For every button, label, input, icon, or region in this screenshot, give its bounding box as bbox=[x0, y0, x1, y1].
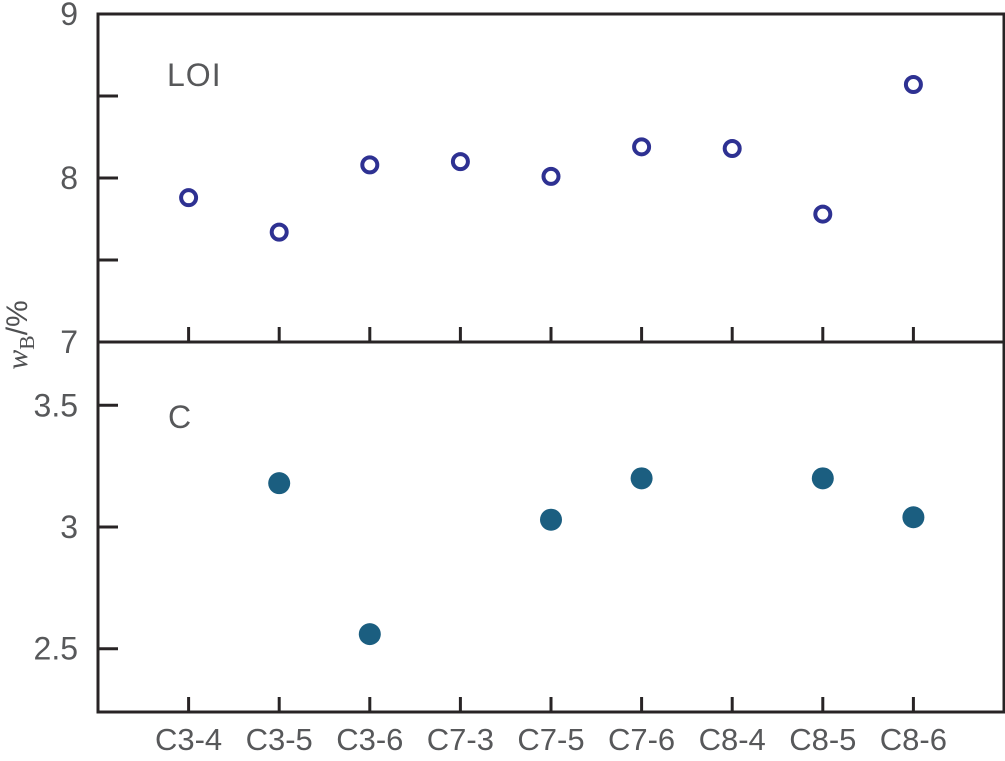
x-category-label: C8-6 bbox=[880, 722, 947, 757]
y-tick-label: 7 bbox=[60, 324, 78, 360]
y-tick-label: 3.5 bbox=[34, 387, 78, 423]
x-category-label: C8-5 bbox=[789, 722, 856, 757]
y-tick-label: 3 bbox=[60, 509, 78, 545]
y-tick-label: 2.5 bbox=[34, 631, 78, 667]
data-point-loi-C8-5 bbox=[813, 204, 833, 224]
x-category-label: C8-4 bbox=[699, 722, 766, 757]
x-category-label: C7-6 bbox=[608, 722, 675, 757]
y-axis-unit: /% bbox=[1, 300, 34, 336]
x-category-label: C3-5 bbox=[246, 722, 313, 757]
y-axis-symbol: w bbox=[1, 349, 34, 370]
top-panel-label: LOI bbox=[167, 57, 222, 93]
data-point-loi-C7-3 bbox=[450, 152, 470, 172]
data-point-c-C3-6 bbox=[358, 623, 381, 646]
data-point-loi-C7-5 bbox=[541, 166, 561, 186]
x-category-label: C3-6 bbox=[336, 722, 403, 757]
x-category-label: C7-3 bbox=[427, 722, 494, 757]
data-point-c-C7-6 bbox=[630, 467, 653, 490]
data-point-c-C3-5 bbox=[268, 472, 291, 495]
data-point-c-C7-5 bbox=[540, 508, 562, 531]
data-point-c-C8-5 bbox=[811, 467, 834, 490]
data-point-loi-C7-6 bbox=[632, 137, 652, 157]
data-point-loi-C3-6 bbox=[360, 155, 380, 175]
data-point-loi-C3-4 bbox=[179, 188, 199, 208]
y-axis-subscript: B bbox=[15, 335, 39, 350]
x-category-label: C3-4 bbox=[155, 722, 222, 757]
data-point-loi-C8-6 bbox=[903, 75, 923, 95]
data-point-loi-C3-5 bbox=[269, 222, 289, 242]
y-axis-label: wB/% bbox=[1, 300, 39, 370]
plot-frame bbox=[96, 12, 1005, 714]
y-tick-label: 8 bbox=[60, 160, 78, 196]
data-point-loi-C8-4 bbox=[722, 138, 742, 158]
y-tick-label: 9 bbox=[60, 0, 78, 32]
bottom-panel-label: C bbox=[168, 399, 193, 435]
x-category-label: C7-5 bbox=[517, 722, 584, 757]
data-point-c-C8-6 bbox=[902, 506, 925, 529]
